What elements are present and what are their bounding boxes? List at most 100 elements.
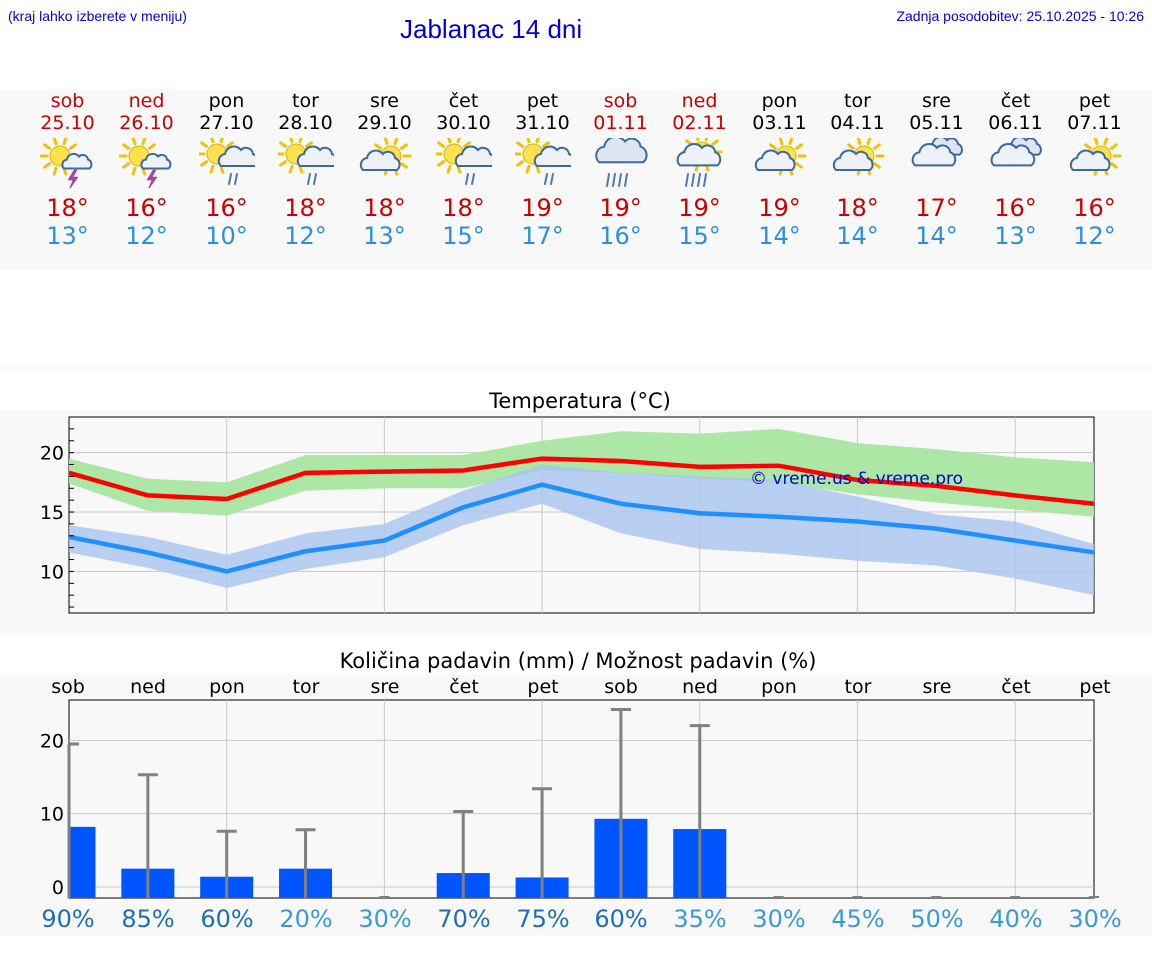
day-date: 05.11: [909, 112, 964, 134]
forecast-band: [0, 90, 1152, 270]
temp-min: 16°: [599, 222, 642, 250]
temp-min: 15°: [678, 222, 721, 250]
day-date: 25.10: [40, 112, 95, 134]
precip-day-label: pet: [1079, 676, 1110, 698]
temp-max: 19°: [599, 194, 642, 222]
temp-max: 17°: [915, 194, 958, 222]
temp-min: 14°: [836, 222, 879, 250]
day-name: sre: [922, 90, 951, 112]
sun-cloud-thunder-icon: [118, 138, 171, 188]
day-column: čet 30.10 18° 15°: [424, 90, 503, 250]
day-column: sre 29.10 18° 13°: [345, 90, 424, 250]
temp-max: 16°: [994, 194, 1037, 222]
day-date: 01.11: [593, 112, 648, 134]
day-name: čet: [448, 90, 479, 112]
precip-probability: 30%: [752, 905, 805, 933]
precip-day-label: sre: [371, 676, 400, 698]
day-date: 04.11: [830, 112, 885, 134]
day-column: pon 03.11 19° 14°: [740, 90, 819, 250]
day-name: tor: [292, 90, 319, 112]
temp-max-line: [68, 456, 1095, 506]
precip-probability: 60%: [200, 905, 253, 933]
temp-max: 16°: [125, 194, 168, 222]
precip-probability: 20%: [279, 905, 332, 933]
sun-cloud-icon: [1069, 138, 1121, 176]
day-name: čet: [1000, 90, 1031, 112]
sun-cloud-rain-icon: [277, 138, 334, 185]
day-date: 06.11: [988, 112, 1043, 134]
temp-min-range-band: [69, 464, 1094, 596]
sun-cloud-rain-icon: [198, 138, 255, 185]
precip-day-label: ned: [130, 676, 166, 698]
temp-max: 18°: [46, 194, 89, 222]
temp-min: 13°: [363, 222, 406, 250]
temp-min: 12°: [1073, 222, 1116, 250]
day-column: tor 28.10 18° 12°: [266, 90, 345, 250]
precip-day-label: pon: [761, 676, 797, 698]
precip-probability: 90%: [41, 905, 94, 933]
precip-day-label: čet: [1001, 676, 1031, 698]
precip-bar: [69, 826, 96, 898]
temp-max: 16°: [205, 194, 248, 222]
day-column: čet 06.11 16° 13°: [976, 90, 1055, 250]
precip-ytick-label: 10: [40, 804, 64, 826]
temp-min: 13°: [994, 222, 1037, 250]
day-name: sob: [50, 90, 85, 112]
day-date: 30.10: [436, 112, 491, 134]
day-column: sob 01.11 19° 16°: [581, 90, 660, 250]
day-name: pon: [761, 90, 798, 112]
temp-min: 15°: [442, 222, 485, 250]
precip-probability: 45%: [831, 905, 884, 933]
cloudy-icon: [911, 138, 963, 167]
temp-min: 10°: [205, 222, 248, 250]
day-column: tor 04.11 18° 14°: [818, 90, 897, 250]
temp-max: 18°: [442, 194, 485, 222]
day-name: pet: [526, 90, 559, 112]
day-date: 28.10: [278, 112, 333, 134]
temp-max: 19°: [758, 194, 801, 222]
precip-day-label: pon: [209, 676, 245, 698]
day-name: tor: [844, 90, 871, 112]
precip-ytick-label: 0: [52, 877, 64, 899]
temp-min: 12°: [284, 222, 327, 250]
day-column: pon 27.10 16° 10°: [187, 90, 266, 250]
precip-probability: 40%: [989, 905, 1042, 933]
temp-min: 14°: [915, 222, 958, 250]
temp-max: 18°: [363, 194, 406, 222]
day-column: pet 31.10 19° 17°: [503, 90, 582, 250]
temp-min: 17°: [521, 222, 564, 250]
precip-day-label: sob: [51, 676, 85, 698]
precip-ytick-label: 20: [40, 730, 64, 752]
last-updated: Zadnja posodobitev: 25.10.2025 - 10:26: [896, 8, 1144, 24]
day-date: 02.11: [672, 112, 727, 134]
temp-max: 18°: [836, 194, 879, 222]
sun-cloud-icon: [832, 138, 884, 176]
temp-max: 19°: [521, 194, 564, 222]
precip-probability: 60%: [594, 905, 647, 933]
precipitation-chart: Količina padavin (mm) / Možnost padavin …: [40, 649, 1122, 933]
location-menu-hint[interactable]: (kraj lahko izberete v meniju): [8, 8, 187, 24]
temperature-chart: Temperatura (°C) 10 15 20 © vreme.us & vre…: [40, 389, 1095, 614]
day-date: 29.10: [357, 112, 412, 134]
temp-max-range-band: [69, 428, 1094, 517]
temp-min: 12°: [125, 222, 168, 250]
page-title: Jablanac 14 dni: [400, 14, 583, 44]
day-name: pet: [1078, 90, 1111, 112]
day-name: sob: [603, 90, 638, 112]
precip-day-label: tor: [293, 676, 320, 698]
sun-cloud-rain-icon: [435, 138, 492, 185]
temp-ytick-label: 10: [40, 561, 64, 583]
precip-day-label: sob: [604, 676, 638, 698]
day-date: 26.10: [119, 112, 174, 134]
day-date: 07.11: [1067, 112, 1122, 134]
precip-day-label: tor: [845, 676, 872, 698]
sun-cloud-rain-icon: [514, 138, 571, 185]
temp-ytick-label: 20: [40, 443, 64, 465]
temp-min: 13°: [46, 222, 89, 250]
precip-day-label: ned: [682, 676, 718, 698]
cloud-heavy-rain-icon: [594, 138, 648, 187]
precip-probability: 75%: [516, 905, 569, 933]
precipitation-plot-area: [68, 699, 1095, 899]
day-name: pon: [208, 90, 245, 112]
precip-day-label: sre: [923, 676, 952, 698]
